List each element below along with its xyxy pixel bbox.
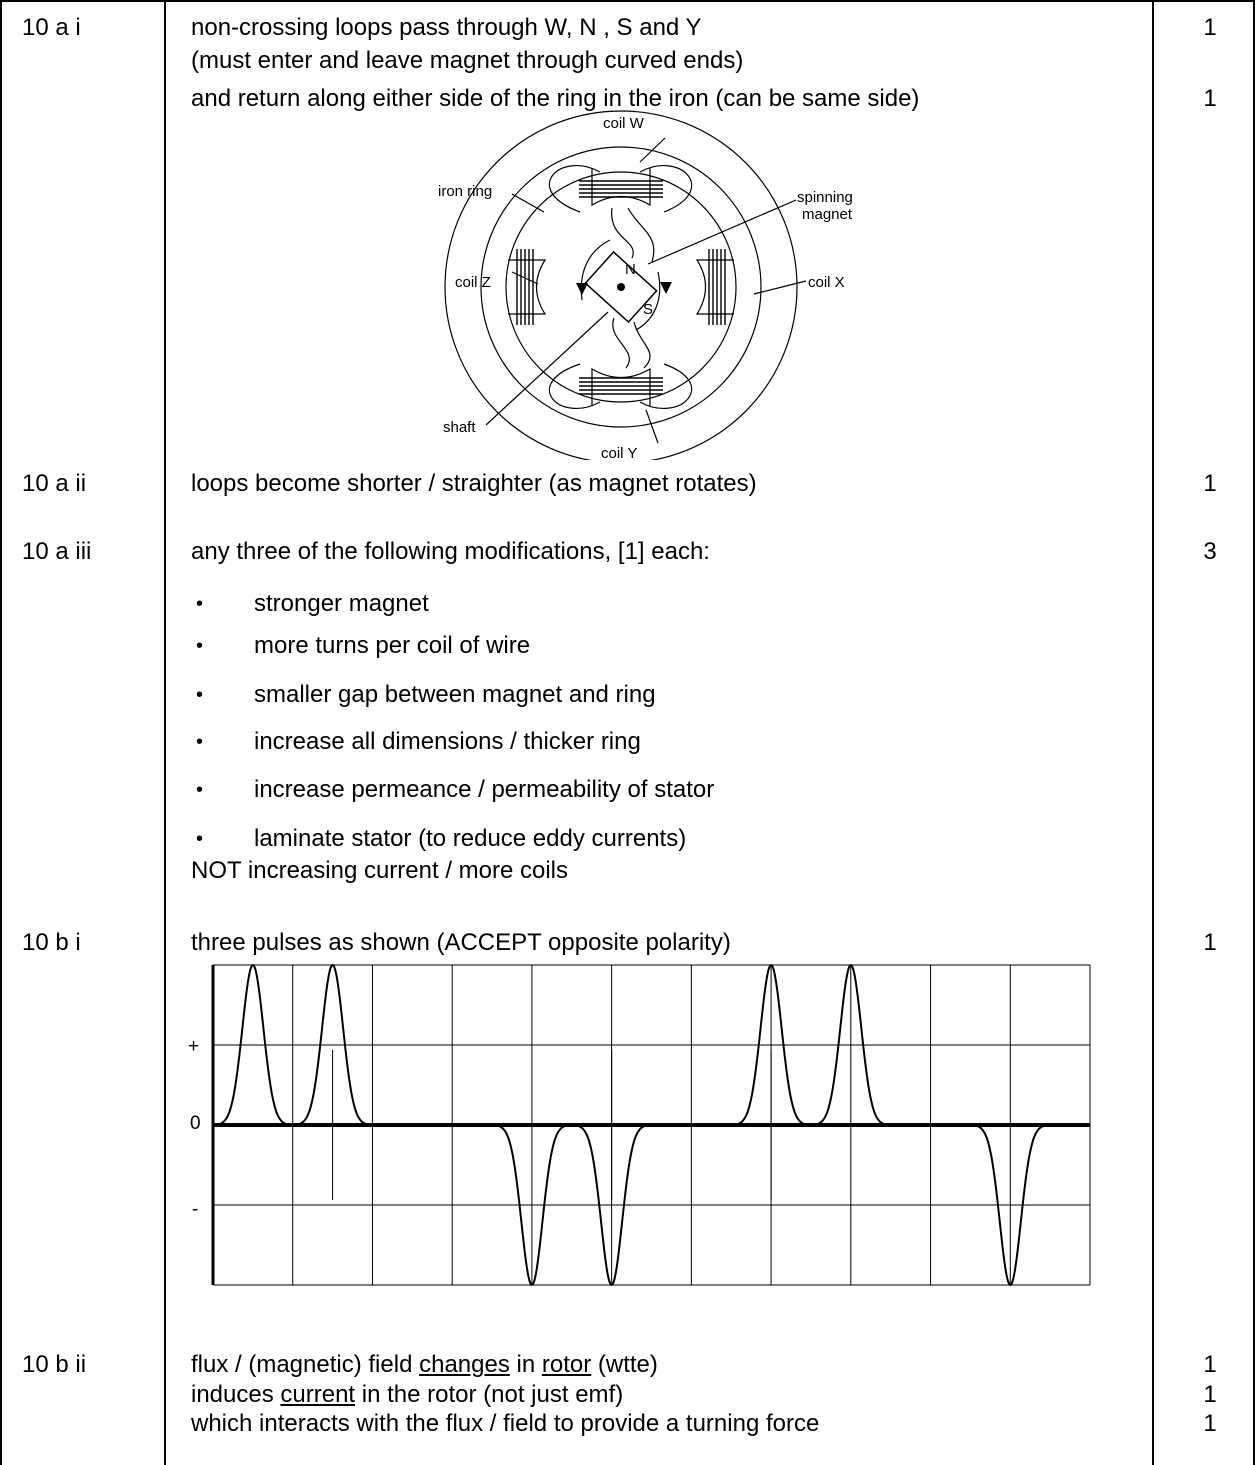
answer-line: flux / (magnetic) field changes in rotor… [191,1351,658,1379]
text: flux / (magnetic) field [191,1351,420,1378]
pulse-4 [575,1124,648,1287]
label-coil-x: coil X [808,274,845,291]
mark: 1 [1203,1381,1217,1408]
label-s: S [643,301,653,318]
bullet-item: increase all dimensions / thicker ring [254,728,641,755]
stator-bore [505,171,737,403]
answer-line: non-crossing loops pass through W, N , S… [191,14,702,41]
pulse-7 [974,1124,1047,1287]
text: current [280,1381,356,1408]
mark: 1 [1203,1351,1217,1378]
text: changes [419,1351,510,1378]
shaft-dot [617,283,625,291]
not-line: NOT increasing current / more coils [191,857,569,884]
answer-line: and return along either side of the ring… [191,85,920,112]
answer-line: three pulses as shown (ACCEPT opposite p… [191,929,731,956]
bullet-dot: • [196,593,204,615]
label-n: N [625,261,636,278]
bullet-dot: • [196,635,204,657]
table-top-border [0,0,1255,2]
question-10aii: 10 a ii [22,470,87,497]
field-loop [548,363,601,409]
field-loop [633,321,651,369]
mark: 1 [1203,14,1217,41]
field-loop [627,207,655,263]
column-divider-marks [1152,0,1154,1465]
y-tick-label: 0 [190,1113,201,1134]
bullet-item: increase permeance / permeability of sta… [254,776,715,803]
bullet-dot: • [196,731,204,753]
bullet-item: smaller gap between magnet and ring [254,681,656,708]
label-coil-w: coil W [603,115,645,132]
text: rotor [541,1351,592,1378]
question-10bi: 10 b i [22,929,81,956]
y-tick-label: - [192,1199,198,1220]
pulse-6 [814,963,887,1126]
mark: 3 [1203,538,1217,565]
bullet-dot: • [196,779,204,801]
label-spinning: spinning [797,189,853,206]
text: (wtte) [591,1351,658,1378]
field-loop [639,363,693,409]
field-loop [611,207,634,259]
question-10bii: 10 b ii [22,1351,87,1378]
pulse-1 [216,963,290,1126]
label-coil-z: coil Z [455,274,491,291]
bullet-dot: • [196,684,204,706]
label-magnet: magnet [802,206,853,223]
bullet-item: laminate stator (to reduce eddy currents… [254,825,687,852]
pole-right [695,259,734,315]
mark: 1 [1203,1410,1217,1437]
pulse-chart: + 0 - [188,963,1091,1287]
mark: 1 [1203,470,1217,497]
table-right-border [1253,0,1255,1465]
pulse-5 [734,963,808,1126]
answer-intro: any three of the following modifications… [191,538,710,565]
table-left-border [0,0,2,1465]
pole-left [508,259,547,315]
answer-line: (must enter and leave magnet through cur… [191,47,744,74]
field-loop [548,165,601,213]
bullet-item: more turns per coil of wire [254,632,531,659]
question-10ai: 10 a i [22,14,81,41]
generator-diagram: coil W iron ring spinning magnet coil Z … [438,110,853,460]
text: in [509,1351,542,1378]
iron-ring-outer [444,110,798,460]
bullet-item: stronger magnet [254,590,429,617]
column-divider-question [164,0,166,1465]
label-shaft: shaft [443,419,476,436]
mark: 1 [1203,85,1217,112]
answer-line: induces current in the rotor (not just e… [191,1381,623,1409]
y-tick-label: + [188,1036,199,1057]
iron-ring-inner [480,146,762,428]
text: in the rotor (not just emf) [355,1381,624,1408]
rotation-arc [635,271,661,331]
answer-line: loops become shorter / straighter (as ma… [191,470,757,497]
label-coil-y: coil Y [601,445,637,460]
bullet-dot: • [196,828,204,850]
field-loop [612,317,630,369]
question-10aiii: 10 a iii [22,538,92,565]
mark: 1 [1203,929,1217,956]
answer-line: which interacts with the flux / field to… [191,1410,820,1437]
pulse-3 [495,1124,569,1287]
pulse-2 [296,963,369,1126]
text: induces [191,1381,281,1408]
field-loop [639,165,693,213]
label-iron-ring: iron ring [438,183,492,200]
